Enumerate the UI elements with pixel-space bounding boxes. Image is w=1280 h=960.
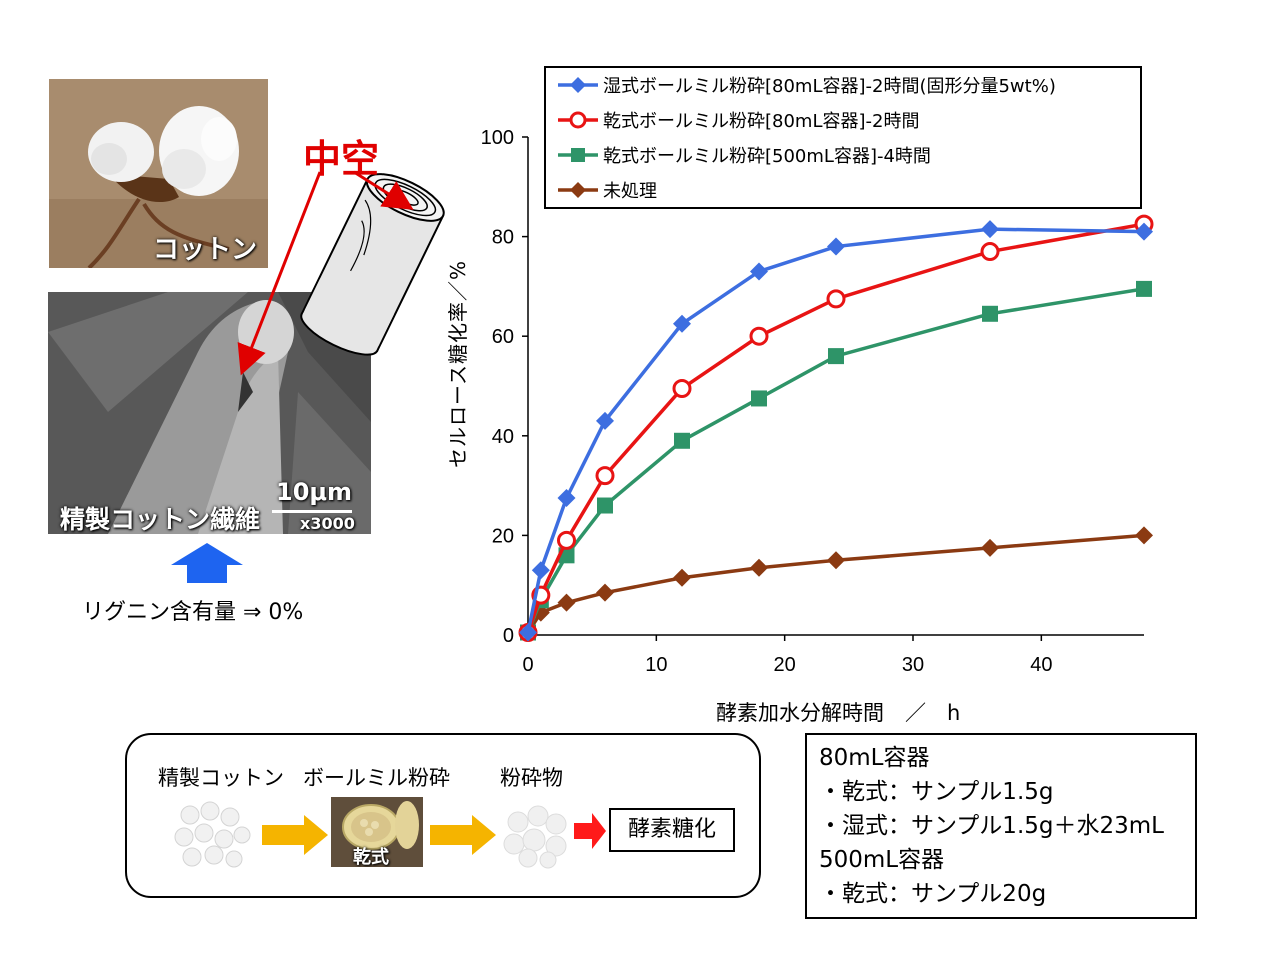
series-group (518, 214, 1154, 643)
y-tick-label: 80 (492, 227, 514, 249)
chart-series-layer (518, 214, 1154, 643)
series-group (520, 280, 1152, 641)
legend-entry: 乾式ボールミル粉砕[500mL容器]-4時間 (603, 146, 931, 167)
flow-step-purified-cotton: 精製コットン (158, 766, 284, 790)
x-tick-label: 30 (902, 654, 924, 676)
flow-arrow-1 (262, 815, 328, 855)
series-group (519, 220, 1153, 642)
y-tick-label: 60 (492, 326, 514, 348)
data-point (674, 432, 690, 449)
condition-line: ・湿式：サンプル1.5g＋水23mL (819, 813, 1164, 839)
data-point (749, 326, 769, 346)
condition-line: ・乾式：サンプル1.5g (819, 779, 1054, 805)
conditions-box: 80mL容器 ・乾式：サンプル1.5g ・湿式：サンプル1.5g＋水23mL 5… (805, 733, 1197, 919)
chart-legend: 湿式ボールミル粉砕[80mL容器]-2時間(固形分量5wt%) 乾式ボールミル粉砕… (544, 66, 1142, 209)
legend-entry: 未処理 (603, 181, 657, 202)
x-tick-label: 10 (645, 654, 667, 676)
flow-step-milled-product: 粉砕物 (500, 766, 563, 790)
series-group (519, 526, 1153, 642)
data-point (828, 348, 844, 365)
data-point (981, 220, 999, 239)
data-point (672, 378, 692, 398)
data-point (570, 77, 586, 93)
data-point (827, 551, 845, 570)
data-point (596, 583, 614, 602)
scale-bar-label: 10μm (276, 478, 353, 506)
data-point (597, 497, 613, 514)
cotton-boll-illustration (49, 79, 268, 268)
data-point (673, 314, 691, 333)
y-tick-label: 40 (492, 426, 514, 448)
legend-entry: 湿式ボールミル粉砕[80mL容器]-2時間(固形分量5wt%) (603, 76, 1056, 97)
enzymatic-saccharification-box: 酵素糖化 (609, 808, 735, 852)
data-point (980, 242, 1000, 262)
cotton-photo: コットン (49, 79, 268, 268)
data-point (569, 111, 587, 129)
series-line (526, 533, 1145, 634)
blue-up-arrow (171, 543, 243, 583)
data-point (751, 390, 767, 407)
ball-mill-jar-photo: 乾式 (331, 797, 423, 867)
data-point (981, 538, 999, 557)
chart-axes: 0 20 40 60 80 100 0 10 20 30 40 (481, 127, 1144, 676)
x-axis-label: 酵素加水分解時間 ／ h (716, 701, 961, 725)
data-point (750, 558, 768, 577)
data-point (557, 489, 576, 508)
data-point (570, 182, 586, 198)
data-point (519, 623, 537, 642)
data-point (531, 561, 550, 580)
condition-line: 80mL容器 (819, 745, 930, 771)
data-point (596, 411, 614, 430)
data-point (1135, 222, 1153, 241)
jar-dry-label: 乾式 (353, 847, 389, 867)
data-point (557, 530, 576, 550)
data-point (1135, 526, 1153, 545)
cotton-label: コットン (153, 235, 258, 265)
data-point (982, 305, 998, 322)
flow-arrow-2 (430, 815, 496, 855)
condition-line: 500mL容器 (819, 847, 945, 873)
data-point (571, 148, 585, 162)
milled-powder-icon (503, 805, 567, 869)
flow-step-ball-milling: ボールミル粉砕 (303, 766, 450, 790)
data-point (595, 466, 615, 486)
cotton-pellets-icon (174, 801, 251, 868)
process-flow-box (125, 733, 761, 898)
magnification-label: x3000 (300, 514, 355, 533)
flow-arrow-red (574, 813, 606, 849)
legend-entry: 乾式ボールミル粉砕[80mL容器]-2時間 (603, 111, 919, 132)
data-point (750, 262, 768, 281)
data-point (826, 289, 846, 309)
x-tick-label: 40 (1030, 654, 1052, 676)
series-line (526, 222, 1145, 634)
data-point (1136, 280, 1152, 297)
ball-mill-jar-illustration (331, 797, 423, 867)
x-tick-label: 0 (522, 654, 533, 676)
data-point (827, 237, 845, 256)
condition-line: ・乾式：サンプル20g (819, 881, 1047, 907)
lignin-content-note: リグニン含有量 ⇒ 0% (82, 600, 304, 625)
data-point (557, 593, 576, 612)
y-tick-label: 100 (481, 127, 514, 149)
data-point (673, 568, 691, 587)
x-tick-label: 20 (774, 654, 796, 676)
legend-box (544, 66, 1142, 209)
fiber-label: 精製コットン繊維 (60, 505, 261, 534)
hollow-label: 中空 (303, 137, 380, 181)
y-tick-label: 20 (492, 525, 514, 547)
y-tick-label: 0 (503, 625, 514, 647)
